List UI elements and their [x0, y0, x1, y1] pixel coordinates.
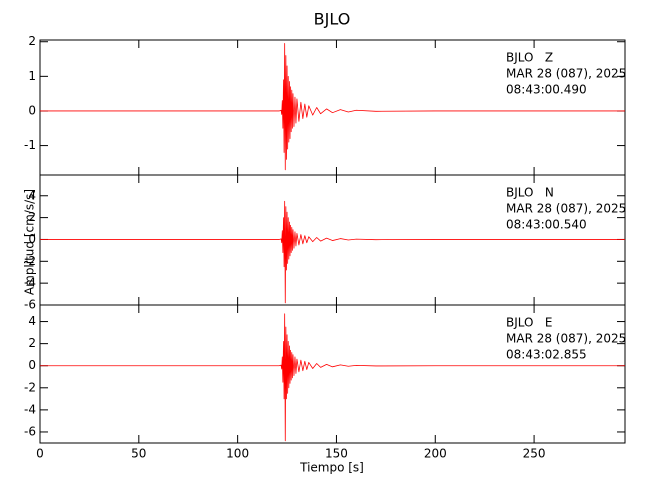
annotation: BJLO N	[506, 186, 554, 200]
y-tick-label: 4	[28, 188, 36, 202]
annotation: MAR 28 (087), 2025	[506, 202, 626, 216]
y-tick-label: 0	[28, 232, 36, 246]
y-tick-label: -4	[24, 276, 36, 290]
y-tick-label: 2	[28, 34, 36, 48]
x-tick-label: 50	[131, 447, 146, 461]
annotation: 08:43:02.855	[506, 348, 587, 362]
y-tick-label: -6	[24, 298, 36, 312]
y-tick-label: 2	[28, 336, 36, 350]
annotation: MAR 28 (087), 2025	[506, 67, 626, 81]
panel-frame	[39, 304, 626, 444]
chart-title: BJLO	[314, 10, 351, 29]
annotation: BJLO E	[506, 316, 553, 330]
annotation: 08:43:00.490	[506, 83, 587, 97]
y-tick-label: 0	[28, 103, 36, 117]
y-axis-label: Amplitud [cm/s/s]	[23, 189, 37, 295]
annotation: MAR 28 (087), 2025	[506, 332, 626, 346]
waveform	[40, 200, 625, 304]
x-tick-label: 100	[226, 447, 249, 461]
x-tick-label: 0	[36, 447, 44, 461]
x-axis-label: Tiempo [s]	[299, 461, 364, 475]
y-tick-label: -1	[24, 138, 36, 152]
y-tick-label: -2	[24, 254, 36, 268]
x-tick-label: 250	[523, 447, 546, 461]
x-tick-label: 200	[424, 447, 447, 461]
waveform	[40, 313, 625, 442]
y-tick-label: 2	[28, 210, 36, 224]
y-tick-label: -6	[24, 424, 36, 438]
annotation: 08:43:00.540	[506, 218, 587, 232]
y-tick-label: 0	[28, 358, 36, 372]
y-tick-label: -2	[24, 380, 36, 394]
annotation: BJLO Z	[506, 51, 553, 65]
x-tick-label: 150	[325, 447, 348, 461]
waveform	[40, 43, 625, 171]
y-tick-label: 4	[28, 314, 36, 328]
y-tick-label: 1	[28, 69, 36, 83]
y-tick-label: -4	[24, 402, 36, 416]
